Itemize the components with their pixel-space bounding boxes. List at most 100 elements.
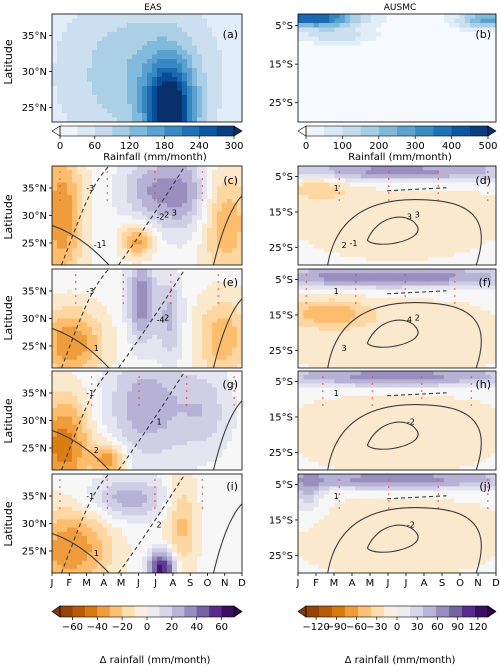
field-cell [350, 306, 356, 311]
field-cell [147, 186, 153, 192]
field-cell [157, 260, 163, 265]
field-cell [122, 347, 128, 353]
field-cell [182, 99, 188, 105]
field-cell [423, 86, 429, 92]
field-cell [355, 215, 362, 221]
field-cell [485, 232, 492, 237]
field-cell [117, 77, 123, 83]
field-cell [227, 223, 233, 229]
field-cell [87, 359, 93, 365]
field-cell [167, 248, 173, 254]
field-cell [391, 99, 398, 105]
field-cell [112, 215, 118, 221]
field-cell [365, 194, 372, 200]
field-cell [117, 355, 123, 361]
field-cell [381, 236, 388, 241]
field-cell [162, 219, 168, 225]
field-cell [172, 223, 178, 229]
field-cell [469, 18, 476, 24]
field-cell [449, 178, 455, 184]
field-cell [187, 306, 193, 311]
field-cell [227, 113, 233, 119]
field-cell [72, 203, 78, 208]
field-cell [469, 41, 476, 47]
field-cell [182, 335, 188, 340]
field-cell [172, 318, 178, 324]
field-cell [122, 322, 128, 328]
field-cell [157, 285, 163, 291]
field-cell [137, 59, 143, 65]
field-cell [469, 54, 476, 60]
field-cell [370, 170, 377, 175]
field-cell [237, 117, 242, 122]
field-cell [57, 41, 63, 47]
field-cell [308, 104, 315, 110]
field-cell [92, 273, 98, 278]
field-cell [82, 68, 88, 74]
field-cell [376, 72, 382, 78]
field-cell [313, 18, 320, 24]
field-cell [459, 59, 466, 65]
field-cell [485, 59, 492, 65]
field-cell [475, 232, 481, 237]
field-cell [212, 45, 218, 51]
field-cell [202, 113, 208, 119]
field-cell [334, 273, 341, 278]
field-cell [370, 23, 377, 29]
field-cell [402, 59, 409, 65]
field-cell [92, 170, 98, 175]
field-cell [132, 355, 138, 361]
field-cell [365, 41, 372, 47]
field-cell [355, 227, 362, 233]
field-cell [298, 227, 304, 233]
field-cell [62, 211, 68, 217]
field-cell [386, 72, 393, 78]
field-cell [82, 199, 88, 204]
field-cell [490, 260, 496, 265]
field-cell [97, 166, 103, 171]
field-cell [207, 244, 213, 250]
field-cell [443, 248, 450, 254]
field-cell [449, 27, 455, 33]
field-cell [82, 310, 88, 315]
field-cell [137, 199, 143, 204]
field-cell [469, 186, 476, 192]
field-cell [370, 227, 377, 233]
field-cell [308, 207, 315, 212]
field-cell [417, 86, 424, 92]
field-cell [57, 335, 63, 340]
field-cell [102, 285, 108, 291]
field-cell [202, 335, 208, 340]
field-cell [227, 170, 233, 175]
field-cell [122, 269, 128, 274]
field-cell [381, 219, 388, 225]
field-cell [313, 68, 320, 74]
field-cell [464, 104, 471, 110]
field-cell [360, 339, 367, 344]
field-cell [192, 45, 198, 51]
field-cell [112, 99, 118, 105]
field-cell [207, 72, 213, 78]
field-cell [202, 50, 208, 56]
field-cell [454, 186, 461, 192]
field-cell [355, 322, 362, 328]
field-cell [237, 41, 242, 47]
field-cell [318, 219, 325, 225]
panel-a-field [52, 14, 242, 122]
contour-label: 3 [172, 209, 177, 218]
field-cell [52, 355, 58, 361]
field-cell [428, 27, 435, 33]
field-cell [152, 330, 158, 336]
field-cell [52, 219, 58, 225]
field-cell [449, 86, 455, 92]
field-cell [132, 86, 138, 92]
field-cell [454, 18, 461, 24]
field-cell [82, 108, 88, 114]
field-cell [350, 86, 356, 92]
field-cell [162, 281, 168, 287]
field-cell [92, 302, 98, 307]
field-cell [62, 27, 68, 33]
field-cell [77, 178, 83, 184]
field-cell [222, 178, 228, 184]
field-cell [365, 99, 372, 105]
